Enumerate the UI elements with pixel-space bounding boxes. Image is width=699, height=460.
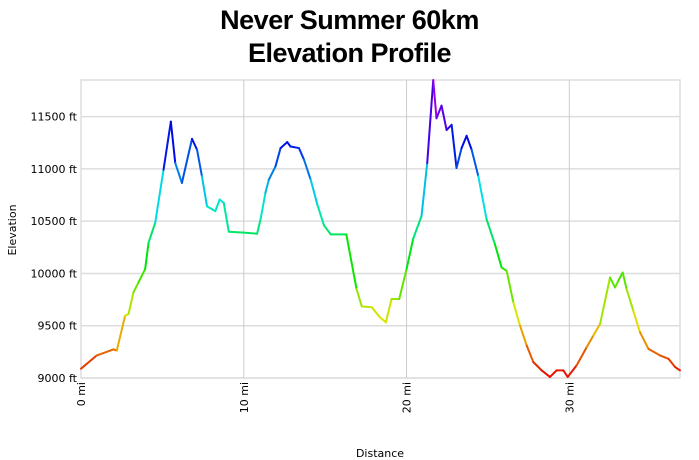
elevation-segment: [638, 331, 650, 350]
elevation-segment: [297, 147, 305, 161]
title-line-1: Never Summer 60km: [220, 5, 479, 35]
elevation-segment: [174, 162, 183, 184]
title-line-2: Elevation Profile: [247, 38, 452, 68]
y-tick-label: 10500 ft: [31, 215, 78, 228]
elevation-segment: [259, 191, 267, 221]
elevation-segment: [360, 305, 373, 309]
elevation-segment: [196, 148, 203, 178]
elevation-segment: [323, 224, 332, 236]
elevation-segment: [384, 298, 393, 324]
y-tick-label: 9500 ft: [38, 320, 78, 333]
elevation-segment: [154, 168, 165, 224]
elevation-segment: [200, 175, 208, 208]
elevation-segment: [405, 237, 415, 271]
elevation-segment: [450, 123, 458, 170]
y-tick-label: 11000 ft: [31, 163, 78, 176]
elevation-segment: [412, 215, 423, 240]
elevation-segment: [548, 369, 558, 378]
elevation-segment: [647, 347, 661, 357]
elevation-segment: [435, 104, 443, 120]
elevation-segment: [512, 301, 521, 327]
elevation-segment: [267, 165, 277, 181]
elevation-segment: [180, 137, 194, 184]
elevation-segment: [667, 357, 677, 369]
elevation-segment: [658, 354, 670, 360]
elevation-segment: [455, 147, 463, 170]
elevation-segment: [505, 269, 515, 304]
elevation-segment: [378, 316, 387, 324]
elevation-segment: [614, 279, 620, 289]
x-tick-label: 0 mi: [75, 382, 88, 406]
elevation-segment: [242, 231, 259, 235]
x-axis-label: Distance: [356, 447, 404, 460]
x-tick-label: 30 mi: [563, 382, 576, 413]
y-tick-label: 11500 ft: [31, 111, 78, 124]
elevation-segment: [540, 369, 551, 378]
elevation-segment: [95, 348, 115, 357]
elevation-segment: [144, 241, 150, 271]
elevation-segment: [345, 233, 358, 291]
elevation-segment: [264, 178, 270, 194]
elevation-segment: [621, 271, 628, 291]
elevation-segment: [426, 79, 435, 165]
elevation-segment: [599, 276, 612, 325]
elevation-segment: [674, 366, 681, 372]
x-tick-label: 10 mi: [238, 382, 251, 413]
elevation-segment: [316, 203, 326, 227]
elevation-segment: [632, 309, 641, 334]
elevation-segment: [309, 178, 319, 206]
elevation-segment: [115, 314, 127, 352]
elevation-segment: [289, 145, 300, 150]
elevation-segment: [625, 288, 635, 312]
elevation-segment: [585, 334, 595, 349]
y-tick-label: 9000 ft: [38, 372, 78, 385]
elevation-segment: [562, 369, 569, 378]
elevation-segment: [518, 324, 528, 347]
elevation-segment: [440, 104, 448, 131]
elevation-segment: [191, 137, 199, 151]
elevation-segment: [532, 361, 543, 372]
elevation-segment: [592, 322, 602, 337]
elevation-segment: [460, 134, 468, 150]
elevation-segment: [279, 141, 289, 150]
elevation-segment: [485, 218, 496, 246]
elevation-segment: [80, 354, 98, 370]
elevation-segment: [169, 120, 177, 165]
elevation-segment: [420, 162, 429, 218]
elevation-segment: [127, 291, 135, 316]
elevation-segment: [256, 218, 262, 235]
elevation-segment: [525, 344, 535, 364]
elevation-segment: [465, 134, 473, 151]
elevation-segment: [432, 79, 438, 120]
elevation-segment: [147, 221, 157, 244]
elevation-segment: [609, 276, 617, 289]
elevation-segment: [214, 198, 221, 213]
elevation-segment: [205, 205, 217, 213]
elevation-segment: [137, 268, 147, 284]
elevation-segment: [302, 158, 312, 181]
elevation-segment: [617, 271, 624, 282]
elevation-segment: [575, 346, 588, 367]
elevation-segment: [370, 306, 381, 319]
elevation-segment: [274, 147, 282, 168]
elevation-segment: [566, 364, 578, 378]
elevation-segment: [227, 230, 245, 234]
y-tick-label: 10000 ft: [31, 267, 78, 280]
elevation-segment: [162, 120, 172, 171]
chart-title: Never Summer 60km Elevation Profile: [0, 4, 699, 70]
elevation-segment: [355, 288, 363, 308]
elevation-segment: [132, 281, 140, 294]
x-tick-label: 20 mi: [401, 382, 414, 413]
elevation-segment: [493, 243, 503, 269]
elevation-segment: [398, 268, 408, 301]
y-axis-label: Elevation: [6, 204, 19, 255]
elevation-segment: [222, 201, 230, 233]
elevation-segment: [470, 148, 480, 178]
elevation-segment: [477, 175, 488, 221]
